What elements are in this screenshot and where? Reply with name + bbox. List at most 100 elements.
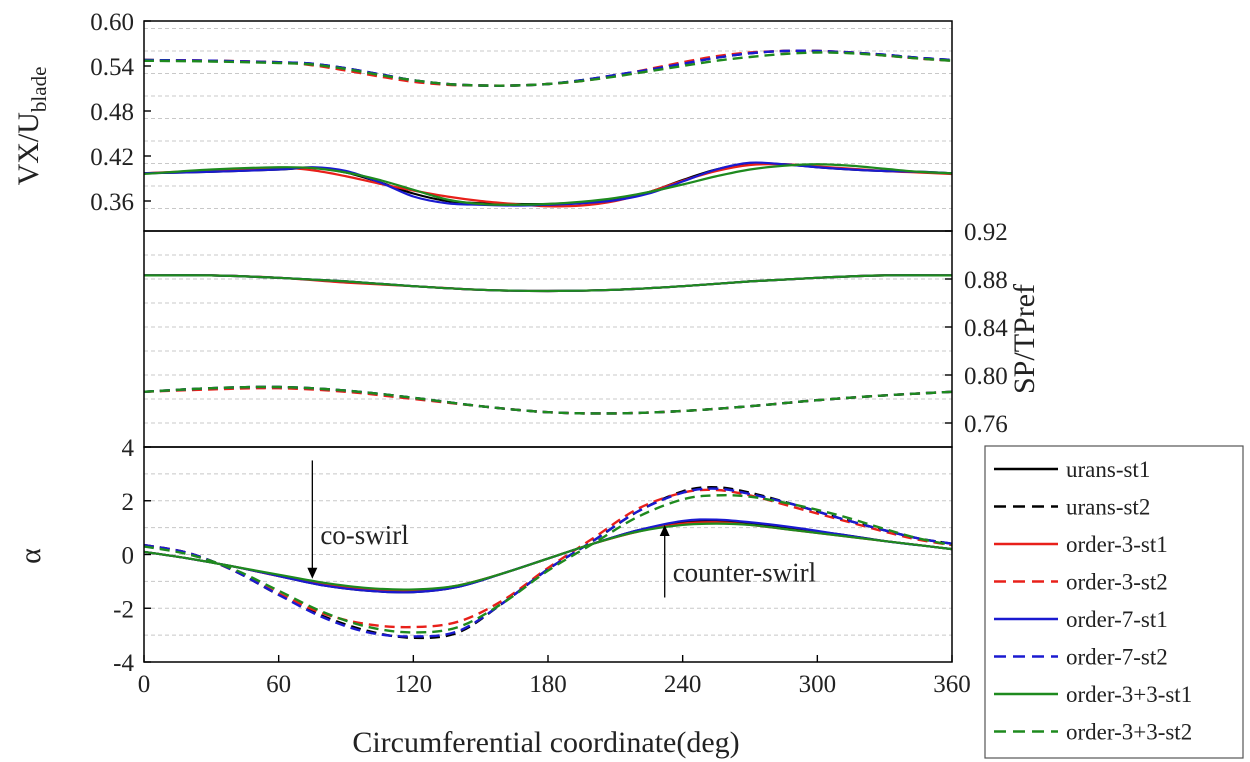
annotation-arrow-head [659, 524, 670, 536]
top-ytick-label: 0.36 [90, 189, 134, 216]
annotation-label: counter-swirl [673, 557, 816, 587]
xtick: 240 [664, 655, 702, 698]
top-ytick-label: 0.42 [90, 144, 134, 171]
xtick: 60 [266, 655, 291, 698]
bot-series-urans-st2 [143, 486, 953, 640]
top-series-order-7-st1 [143, 161, 953, 207]
mid-ytick: 0.84 [945, 315, 1008, 342]
top-ytick: 0.42 [90, 144, 151, 171]
middle-ylabel: SP/TPref [1008, 284, 1041, 394]
legend-label: urans-st2 [1066, 495, 1150, 520]
mid-series-order-3+3-st2 [143, 385, 953, 415]
bottom-series [143, 486, 953, 640]
top-ylabel: VX/Ublade [12, 67, 51, 186]
annotation-co-swirl: co-swirl [307, 460, 409, 579]
x-axis-label: Circumferential coordinate(deg) [352, 726, 739, 759]
top-ytick: 0.48 [90, 99, 151, 126]
top-ytick-label: 0.48 [90, 99, 134, 126]
legend-label: urans-st1 [1066, 457, 1150, 482]
xtick: 0 [138, 655, 151, 698]
mid-ytick: 0.92 [945, 219, 1008, 246]
legend-label: order-7-st1 [1066, 607, 1168, 632]
bot-series-order-3-st2 [143, 488, 953, 629]
legend-box [984, 445, 1244, 759]
panel-top: 0.36 0.42 0.48 0.54 0.60 VX/Ublade [12, 9, 953, 232]
legend-entry-urans-st1: urans-st1 [994, 457, 1150, 482]
annotation-label: co-swirl [320, 520, 408, 550]
bot-ytick-label: -2 [113, 596, 134, 623]
mid-series-order-3+3-st1 [143, 274, 953, 293]
xtick: 300 [799, 655, 837, 698]
legend-label: order-3-st2 [1066, 570, 1168, 595]
mid-ytick-label: 0.92 [964, 219, 1008, 246]
top-ylabel-sub: blade [27, 67, 51, 112]
top-series-urans-st2 [143, 49, 953, 87]
xtick-label: 360 [933, 671, 971, 698]
middle-ticks: 0.76 0.80 0.84 0.88 0.92 [945, 219, 1008, 438]
xtick-label: 120 [395, 671, 433, 698]
bot-ytick: 4 [122, 435, 151, 462]
middle-frame [143, 230, 953, 448]
top-series [143, 49, 953, 208]
bot-ytick-label: 4 [122, 435, 135, 462]
xtick: 180 [529, 655, 567, 698]
bottom-annotations: co-swirl counter-swirl [307, 460, 816, 598]
bot-ytick-label: 0 [122, 543, 135, 570]
top-ytick: 0.60 [90, 9, 151, 36]
xtick-label: 180 [529, 671, 567, 698]
top-ytick: 0.54 [90, 54, 151, 81]
bot-ytick: -4 [113, 650, 151, 677]
bot-ytick: 0 [122, 543, 151, 570]
middle-series [143, 274, 953, 415]
bot-series-order-3+3-st1 [143, 522, 953, 591]
mid-ytick-label: 0.76 [964, 411, 1008, 438]
annotation-arrow-head [307, 567, 318, 579]
mid-ytick-label: 0.84 [964, 315, 1008, 342]
mid-ytick: 0.80 [945, 363, 1008, 390]
top-ytick-label: 0.54 [90, 54, 134, 81]
xtick-label: 60 [266, 671, 291, 698]
panel-middle: 0.76 0.80 0.84 0.88 0.92 SP/TPref [143, 219, 1041, 448]
mid-series-order-3-st2 [143, 386, 953, 415]
top-series-order-3+3-st1 [143, 163, 953, 206]
bot-ytick-label: -4 [113, 650, 134, 677]
legend-entry-order-3+3-st1: order-3+3-st1 [994, 682, 1192, 707]
mid-ytick-label: 0.80 [964, 363, 1008, 390]
legend-label: order-7-st2 [1066, 645, 1168, 670]
legend-entry-urans-st2: urans-st2 [994, 495, 1150, 520]
top-ytick-label: 0.60 [90, 9, 134, 36]
mid-ytick: 0.76 [945, 411, 1008, 438]
xtick: 360 [933, 655, 971, 698]
bot-ytick: 2 [122, 489, 151, 516]
top-ticks: 0.36 0.42 0.48 0.54 0.60 [90, 9, 151, 216]
mid-ytick-label: 0.88 [964, 267, 1008, 294]
top-ytick: 0.36 [90, 189, 151, 216]
top-series-order-7-st2 [143, 49, 953, 87]
bot-ytick-label: 2 [122, 489, 135, 516]
legend-label: order-3+3-st2 [1066, 720, 1192, 745]
xtick-label: 240 [664, 671, 702, 698]
bottom-ylabel: α [14, 548, 47, 564]
xtick: 120 [395, 655, 433, 698]
bot-series-order-3+3-st2 [143, 493, 953, 634]
legend-entry-order-3-st2: order-3-st2 [994, 570, 1168, 595]
xtick-label: 0 [138, 671, 151, 698]
xtick-label: 300 [799, 671, 837, 698]
bot-series-order-7-st2 [143, 487, 953, 638]
legend-label: order-3-st1 [1066, 532, 1168, 557]
annotation-counter-swirl: counter-swirl [659, 524, 816, 598]
top-series-order-3-st2 [143, 49, 953, 87]
legend-entry-order-7-st2: order-7-st2 [994, 645, 1168, 670]
bottom-grid [144, 473, 952, 636]
legend-entry-order-7-st1: order-7-st1 [994, 607, 1168, 632]
top-series-order-3+3-st2 [143, 51, 953, 87]
top-grid [144, 28, 952, 209]
middle-grid [144, 254, 952, 424]
legend: urans-st1 urans-st2 order-3-st1 order-3-st2… [984, 445, 1244, 759]
legend-entry-order-3-st1: order-3-st1 [994, 532, 1168, 557]
top-ylabel-main: VX/U [12, 112, 45, 186]
legend-entry-order-3+3-st2: order-3+3-st2 [994, 720, 1192, 745]
